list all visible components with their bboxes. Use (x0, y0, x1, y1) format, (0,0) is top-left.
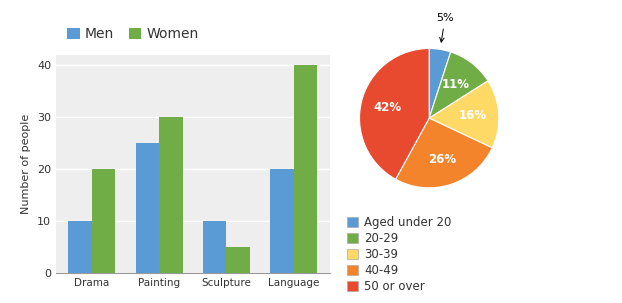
Wedge shape (429, 52, 488, 118)
Text: 11%: 11% (442, 78, 470, 91)
Bar (270, 169, 294, 273)
Bar (294, 65, 317, 273)
Wedge shape (429, 81, 499, 148)
Text: 42%: 42% (373, 101, 401, 114)
Bar (136, 143, 159, 273)
Bar (68, 221, 92, 273)
Wedge shape (429, 48, 451, 118)
Wedge shape (360, 48, 429, 179)
Y-axis label: Number of people: Number of people (21, 114, 32, 214)
Bar (203, 221, 226, 273)
Bar (159, 117, 183, 273)
Wedge shape (396, 118, 492, 188)
Bar (92, 169, 116, 273)
Bar (226, 247, 250, 273)
Text: 16%: 16% (458, 109, 486, 122)
Text: 26%: 26% (429, 153, 457, 166)
Text: 5%: 5% (436, 13, 454, 42)
Legend: Aged under 20, 20-29, 30-39, 40-49, 50 or over: Aged under 20, 20-29, 30-39, 40-49, 50 o… (341, 211, 457, 298)
Legend: Men, Women: Men, Women (62, 22, 204, 45)
